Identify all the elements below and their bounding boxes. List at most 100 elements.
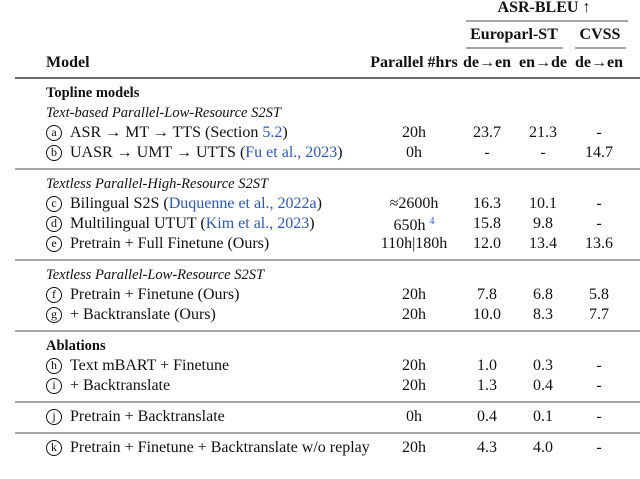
model-text: UASR → UMT → UTTS ( (70, 144, 246, 161)
column-header: Parallel #hrs (370, 54, 458, 71)
model-text: ) (316, 195, 322, 212)
model-text: Pretrain + Full Finetune (Ours) (70, 235, 270, 252)
model-cell: i + Backtranslate (46, 377, 170, 395)
score-cell: 0.4 (533, 377, 553, 394)
hours-text: 20h (402, 286, 426, 303)
row-marker: i (46, 378, 62, 394)
score-cell: 6.8 (533, 286, 553, 303)
score-cell: - (540, 144, 546, 161)
footnote-mark: 4 (429, 215, 435, 227)
column-header: de→en (575, 54, 623, 71)
row-marker: k (46, 440, 62, 456)
column-header: Model (46, 54, 90, 71)
score-cell: - (596, 439, 602, 456)
score-cell: - (596, 357, 602, 374)
group-subheading: Text-based Parallel-Low-Resource S2ST (46, 105, 281, 121)
hours-cell: 20h (402, 286, 426, 304)
model-cell: k Pretrain + Finetune + Backtranslate w/o… (46, 439, 370, 457)
score-cell: 4.0 (533, 439, 553, 456)
score-cell: 9.8 (533, 215, 553, 232)
model-text: Pretrain + Backtranslate (70, 408, 225, 425)
model-text: Pretrain + Finetune (Ours) (70, 286, 240, 303)
model-text: Bilingual S2S ( (70, 195, 169, 212)
hours-cell: 650h 4 (394, 213, 435, 235)
score-cell: 23.7 (473, 124, 501, 141)
model-cell: e Pretrain + Full Finetune (Ours) (46, 235, 269, 253)
citation-link: 5.2 (262, 124, 283, 141)
model-text: + Backtranslate (Ours) (70, 306, 216, 323)
hours-cell: 20h (402, 357, 426, 375)
model-text: ) (309, 215, 315, 232)
hours-text: 20h (402, 439, 426, 456)
group-subheading: Textless Parallel-High-Resource S2ST (46, 176, 269, 192)
row-marker: j (46, 409, 62, 425)
model-text: ) (337, 144, 343, 161)
model-text: Text mBART + Finetune (70, 357, 230, 374)
score-cell: - (596, 215, 602, 232)
metric-header: ASR-BLEU ↑ (497, 0, 591, 16)
score-cell: - (596, 195, 602, 212)
group-heading: Ablations (46, 338, 106, 354)
hours-cell: 20h (402, 306, 426, 324)
row-marker: d (46, 216, 62, 232)
score-cell: 14.7 (585, 144, 613, 161)
model-cell: g + Backtranslate (Ours) (46, 306, 216, 324)
score-cell: - (596, 408, 602, 425)
score-cell: 0.3 (533, 357, 553, 374)
score-cell: 5.8 (589, 286, 609, 303)
row-marker: c (46, 196, 62, 212)
score-cell: - (596, 377, 602, 394)
hours-cell: ≈2600h (390, 195, 439, 213)
hours-text: ≈2600h (389, 195, 439, 212)
citation-link: Fu et al., 2023 (245, 144, 338, 161)
hours-text: 650h (393, 217, 426, 235)
model-cell: c Bilingual S2S (Duquenne et al., 2022a) (46, 195, 322, 213)
hours-cell: 0h (406, 144, 422, 162)
model-text: Pretrain + Finetune + Backtranslate w/o … (70, 439, 370, 456)
score-cell: 7.8 (477, 286, 497, 303)
hours-cell: 110h|180h (381, 235, 448, 253)
score-cell: 13.6 (585, 235, 613, 252)
score-cell: 0.1 (533, 408, 553, 425)
hours-cell: 0h (406, 408, 422, 426)
model-text: Multilingual UTUT ( (70, 215, 206, 232)
score-cell: - (596, 124, 602, 141)
score-cell: 0.4 (477, 408, 497, 425)
model-cell: d Multilingual UTUT (Kim et al., 2023) (46, 215, 315, 233)
score-cell: 16.3 (473, 195, 501, 212)
score-cell: 8.3 (533, 306, 553, 323)
score-cell: 13.4 (529, 235, 557, 252)
model-text: ) (282, 124, 288, 141)
hours-text: 20h (402, 377, 426, 394)
model-cell: a ASR → MT → TTS (Section 5.2) (46, 124, 288, 142)
citation-link: Kim et al., 2023 (205, 215, 310, 232)
dataset-header: CVSS (579, 26, 621, 43)
hours-text: 0h (406, 408, 422, 425)
row-marker: f (46, 287, 62, 303)
score-cell: - (484, 144, 490, 161)
row-marker: h (46, 358, 62, 374)
hours-text: 20h (402, 124, 426, 141)
dataset-header: Europarl-ST (470, 26, 558, 43)
score-cell: 10.1 (529, 195, 557, 212)
column-header: de→en (463, 54, 511, 71)
model-cell: j Pretrain + Backtranslate (46, 408, 225, 426)
hours-text: 20h (402, 357, 426, 374)
hours-text: 0h (406, 144, 422, 161)
row-marker: e (46, 236, 62, 252)
hours-cell: 20h (402, 377, 426, 395)
score-cell: 1.3 (477, 377, 497, 394)
score-cell: 1.0 (477, 357, 497, 374)
hours-text: 110h|180h (380, 235, 448, 252)
score-cell: 7.7 (589, 306, 609, 323)
group-subheading: Textless Parallel-Low-Resource S2ST (46, 267, 265, 283)
score-cell: 10.0 (473, 306, 501, 323)
hours-cell: 20h (402, 124, 426, 142)
model-text: + Backtranslate (70, 377, 171, 394)
group-heading: Topline models (46, 85, 140, 101)
row-marker: g (46, 307, 62, 323)
model-text: ASR → MT → TTS (Section (70, 124, 263, 141)
row-marker: b (46, 145, 62, 161)
